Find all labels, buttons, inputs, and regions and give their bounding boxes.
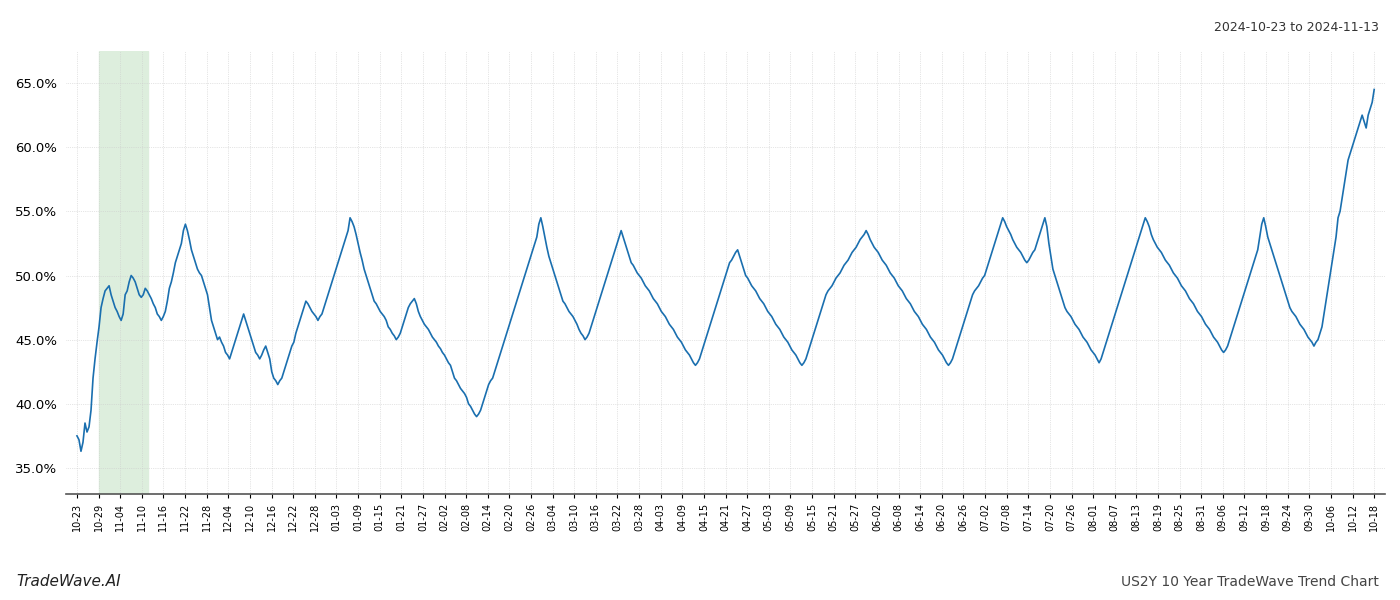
Bar: [98, 51, 148, 494]
Text: TradeWave.AI: TradeWave.AI: [17, 574, 122, 589]
Text: 2024-10-23 to 2024-11-13: 2024-10-23 to 2024-11-13: [1214, 21, 1379, 34]
Text: US2Y 10 Year TradeWave Trend Chart: US2Y 10 Year TradeWave Trend Chart: [1121, 575, 1379, 589]
